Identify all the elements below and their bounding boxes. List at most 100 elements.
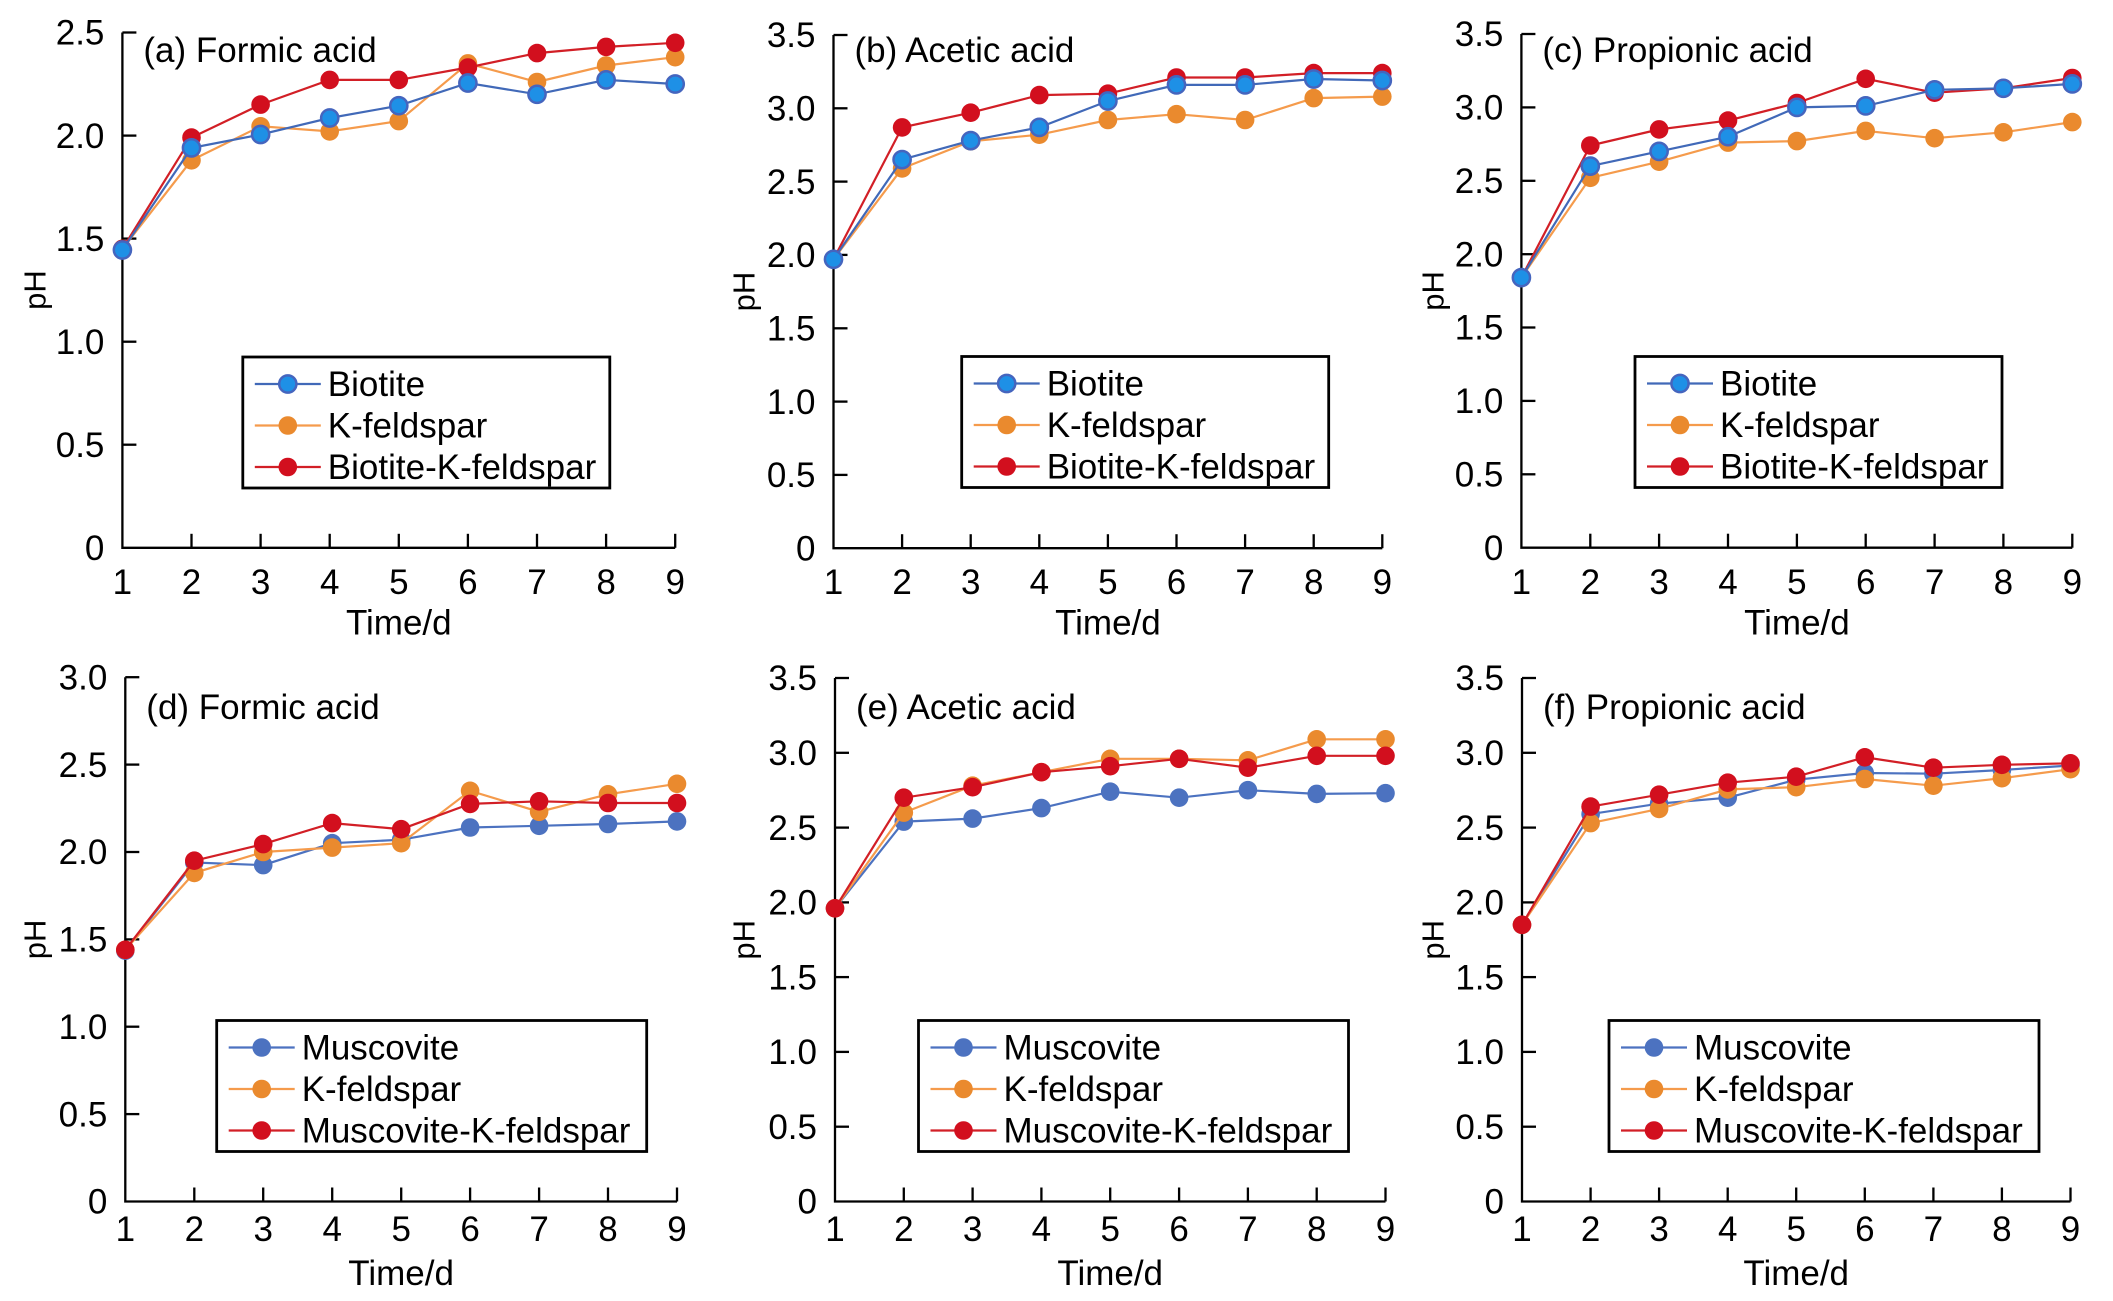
svg-text:3.0: 3.0	[1455, 89, 1504, 128]
svg-text:2: 2	[892, 563, 911, 602]
svg-text:K-feldspar: K-feldspar	[1694, 1070, 1854, 1109]
svg-text:(d) Formic acid: (d) Formic acid	[146, 688, 379, 727]
svg-text:Time/d: Time/d	[348, 1254, 454, 1293]
svg-text:6: 6	[458, 563, 477, 602]
svg-text:4: 4	[1718, 1210, 1737, 1249]
svg-text:9: 9	[665, 563, 684, 602]
svg-text:1.0: 1.0	[1455, 382, 1504, 421]
svg-text:2.5: 2.5	[767, 163, 816, 202]
svg-text:8: 8	[596, 563, 615, 602]
svg-text:7: 7	[1235, 563, 1254, 602]
svg-text:1.0: 1.0	[1455, 1033, 1504, 1072]
svg-text:Muscovite: Muscovite	[1694, 1029, 1852, 1068]
svg-text:1: 1	[1512, 563, 1531, 602]
svg-text:6: 6	[460, 1210, 479, 1249]
svg-text:Biotite: Biotite	[1047, 365, 1144, 404]
svg-text:1: 1	[116, 1210, 135, 1249]
svg-text:(f) Propionic acid: (f) Propionic acid	[1543, 688, 1806, 727]
svg-text:Biotite: Biotite	[1720, 365, 1817, 404]
svg-text:7: 7	[1238, 1210, 1257, 1249]
svg-text:K-feldspar: K-feldspar	[328, 407, 488, 446]
svg-text:3: 3	[253, 1210, 272, 1249]
svg-text:2.0: 2.0	[1455, 884, 1504, 923]
svg-text:Biotite-K-feldspar: Biotite-K-feldspar	[1047, 448, 1316, 487]
svg-text:6: 6	[1855, 1210, 1874, 1249]
svg-text:Muscovite-K-feldspar: Muscovite-K-feldspar	[1694, 1112, 2023, 1151]
svg-text:(e) Acetic acid: (e) Acetic acid	[856, 688, 1076, 727]
svg-text:1.5: 1.5	[59, 921, 108, 960]
svg-text:1.5: 1.5	[1455, 958, 1504, 997]
svg-text:0.5: 0.5	[767, 456, 816, 495]
svg-text:pH: pH	[727, 920, 762, 960]
svg-text:4: 4	[1032, 1210, 1051, 1249]
svg-text:Time/d: Time/d	[1055, 604, 1161, 643]
svg-text:K-feldspar: K-feldspar	[302, 1070, 462, 1109]
svg-text:8: 8	[1307, 1210, 1326, 1249]
svg-text:3.5: 3.5	[1455, 659, 1504, 698]
svg-text:7: 7	[1925, 563, 1944, 602]
svg-text:2: 2	[182, 563, 201, 602]
svg-text:Time/d: Time/d	[346, 604, 452, 643]
svg-text:3.0: 3.0	[1455, 734, 1504, 773]
svg-text:2: 2	[185, 1210, 204, 1249]
svg-text:3: 3	[1649, 563, 1668, 602]
svg-text:Muscovite: Muscovite	[1004, 1029, 1162, 1068]
svg-text:5: 5	[1098, 563, 1117, 602]
svg-text:0.5: 0.5	[1455, 1108, 1504, 1147]
svg-text:1.0: 1.0	[768, 1033, 817, 1072]
svg-text:0.5: 0.5	[1455, 456, 1504, 495]
svg-text:3: 3	[1649, 1210, 1668, 1249]
svg-text:0: 0	[798, 1183, 817, 1222]
svg-text:2.0: 2.0	[1455, 235, 1504, 274]
svg-text:1.5: 1.5	[56, 220, 105, 259]
svg-text:(a) Formic acid: (a) Formic acid	[143, 31, 376, 70]
svg-text:7: 7	[529, 1210, 548, 1249]
svg-text:5: 5	[1100, 1210, 1119, 1249]
svg-text:0: 0	[1485, 1183, 1504, 1222]
svg-text:1: 1	[825, 1210, 844, 1249]
svg-text:7: 7	[1924, 1210, 1943, 1249]
svg-text:pH: pH	[727, 272, 762, 312]
svg-text:K-feldspar: K-feldspar	[1004, 1070, 1164, 1109]
svg-text:9: 9	[667, 1210, 686, 1249]
svg-text:Muscovite: Muscovite	[302, 1029, 460, 1068]
svg-text:pH: pH	[18, 920, 53, 960]
svg-text:5: 5	[389, 563, 408, 602]
svg-text:pH: pH	[1416, 920, 1451, 960]
svg-text:2: 2	[1581, 563, 1600, 602]
svg-text:8: 8	[1304, 563, 1323, 602]
svg-text:2.5: 2.5	[768, 809, 817, 848]
svg-text:0.5: 0.5	[56, 426, 105, 465]
svg-text:Time/d: Time/d	[1744, 604, 1850, 643]
svg-text:4: 4	[322, 1210, 341, 1249]
svg-text:2.5: 2.5	[1455, 162, 1504, 201]
svg-text:2.5: 2.5	[56, 14, 105, 53]
svg-text:0: 0	[85, 529, 104, 568]
svg-text:2: 2	[1581, 1210, 1600, 1249]
svg-text:0.5: 0.5	[59, 1095, 108, 1134]
svg-text:Time/d: Time/d	[1743, 1254, 1849, 1293]
svg-text:Muscovite-K-feldspar: Muscovite-K-feldspar	[302, 1112, 631, 1151]
svg-text:Biotite: Biotite	[328, 365, 425, 404]
svg-text:4: 4	[320, 563, 339, 602]
svg-text:K-feldspar: K-feldspar	[1720, 406, 1880, 445]
svg-text:Time/d: Time/d	[1057, 1254, 1163, 1293]
svg-text:5: 5	[1787, 563, 1806, 602]
svg-text:(b) Acetic acid: (b) Acetic acid	[855, 31, 1075, 70]
svg-text:2.0: 2.0	[59, 833, 108, 872]
svg-text:6: 6	[1169, 1210, 1188, 1249]
svg-text:3.5: 3.5	[768, 659, 817, 698]
svg-text:9: 9	[2061, 1210, 2080, 1249]
svg-text:1: 1	[824, 563, 843, 602]
svg-text:3.5: 3.5	[767, 16, 816, 55]
svg-text:5: 5	[1786, 1210, 1805, 1249]
svg-text:pH: pH	[18, 270, 53, 310]
svg-text:8: 8	[1992, 1210, 2011, 1249]
svg-text:3: 3	[963, 1210, 982, 1249]
svg-text:3.5: 3.5	[1455, 15, 1504, 54]
svg-text:2.5: 2.5	[1455, 809, 1504, 848]
svg-text:1.5: 1.5	[1455, 309, 1504, 348]
svg-text:2.0: 2.0	[768, 884, 817, 923]
svg-text:0.5: 0.5	[768, 1108, 817, 1147]
svg-text:2.0: 2.0	[767, 236, 816, 275]
